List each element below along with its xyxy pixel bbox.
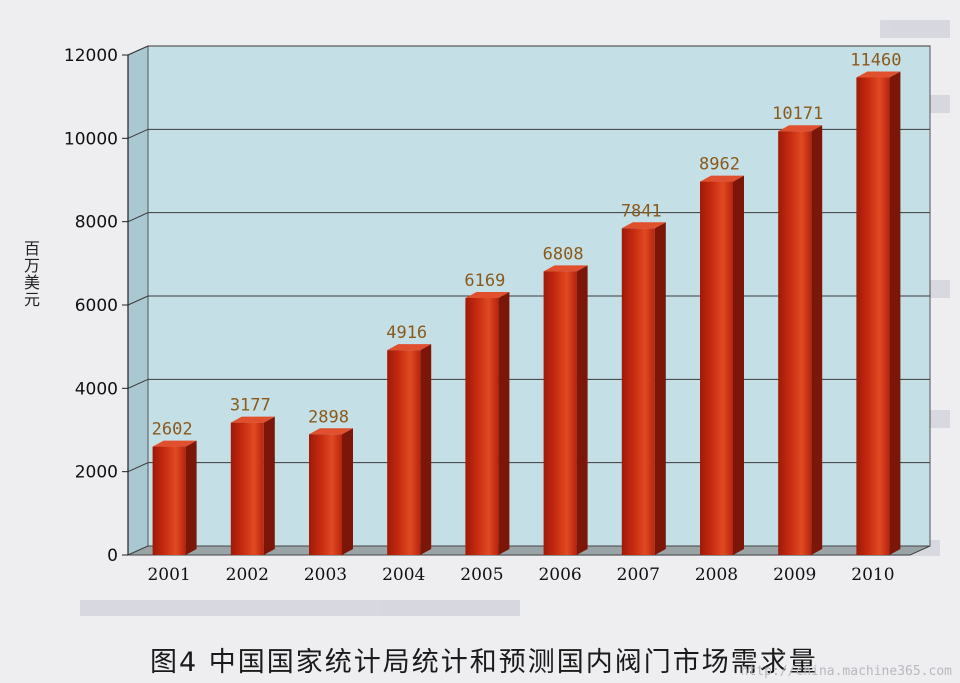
- bar-top: [387, 344, 432, 351]
- bar-side: [342, 428, 353, 555]
- x-tick-label: 2009: [773, 565, 816, 585]
- data-label: 2602: [152, 420, 193, 440]
- y-axis-label: 百万美元: [21, 240, 40, 308]
- bar-side: [498, 291, 510, 555]
- watermark-text: http://china.machine365.com: [740, 664, 952, 679]
- x-tick-label: 2010: [851, 565, 894, 585]
- bar-side: [811, 125, 823, 555]
- y-tick-label: 12000: [64, 46, 118, 66]
- bar-2005: [465, 297, 499, 555]
- data-label: 11460: [850, 51, 901, 71]
- data-label: 10171: [772, 104, 823, 124]
- x-tick-label: 2008: [695, 565, 738, 585]
- x-tick-label: 2006: [538, 565, 581, 585]
- bar-2002: [230, 422, 264, 555]
- y-tick-label: 10000: [64, 129, 118, 149]
- bar-2008: [700, 181, 733, 556]
- bar-2007: [621, 228, 655, 555]
- gridline: [127, 378, 930, 389]
- y-tick-label: 0: [107, 546, 118, 566]
- x-tick-label: 2003: [304, 565, 347, 585]
- y-tick-label: 6000: [75, 296, 118, 316]
- bar-2001: [152, 446, 186, 555]
- bar-top: [700, 175, 744, 182]
- data-label: 7841: [621, 201, 662, 221]
- bar-top: [309, 428, 353, 435]
- gridline: [127, 128, 930, 139]
- x-tick-label: 2002: [226, 565, 269, 585]
- data-label: 2898: [308, 407, 349, 427]
- x-tick-label: 2001: [147, 565, 190, 585]
- x-tick-label: 2007: [617, 565, 660, 585]
- data-label: 6808: [543, 244, 584, 264]
- y-tick-label: 8000: [75, 213, 118, 233]
- bar-side: [889, 71, 901, 555]
- bar-2003: [309, 434, 342, 555]
- bar-side: [263, 416, 275, 555]
- y-tick-label: 2000: [75, 463, 118, 483]
- bar-side: [420, 344, 432, 555]
- figure-caption: 图4 中国国家统计局统计和预测国内阀门市场需求量: [150, 647, 818, 678]
- bar-2006: [543, 271, 577, 555]
- gridline: [127, 295, 930, 306]
- bar-top: [778, 125, 823, 132]
- bar-2004: [387, 350, 421, 555]
- data-label: 8962: [699, 155, 740, 175]
- data-label: 4916: [386, 323, 427, 343]
- gridline: [127, 462, 930, 473]
- data-label: 6169: [464, 271, 505, 291]
- bar-top: [856, 71, 901, 78]
- bar-side: [576, 265, 588, 555]
- bar-top: [543, 265, 588, 272]
- gridline: [127, 212, 930, 223]
- gridline: [127, 45, 930, 56]
- bar-top: [621, 222, 666, 229]
- bar-2009: [778, 131, 812, 556]
- bar-top: [465, 291, 510, 298]
- bar-side: [185, 440, 197, 555]
- y-tick-label: 4000: [75, 379, 118, 399]
- bar-top: [230, 416, 275, 423]
- bar-2010: [856, 77, 890, 555]
- bar-side: [654, 222, 666, 555]
- x-tick-label: 2005: [460, 565, 503, 585]
- x-tick-label: 2004: [382, 565, 425, 585]
- bar-top: [152, 440, 197, 447]
- bar-side: [733, 175, 744, 556]
- data-label: 3177: [230, 396, 271, 416]
